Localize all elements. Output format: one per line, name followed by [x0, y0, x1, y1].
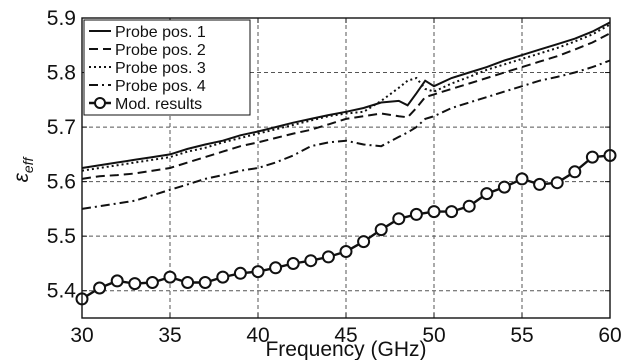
legend-box [83, 19, 251, 116]
data-point [568, 165, 582, 179]
legend-marker [94, 97, 106, 109]
x-tick-label: 55 [510, 324, 533, 347]
legend-label: Mod. results [115, 96, 202, 113]
legend-label: Probe pos. 4 [115, 78, 206, 95]
data-point [145, 276, 159, 289]
data-point [110, 274, 124, 288]
y-tick-label: 5.5 [47, 225, 76, 248]
data-point [198, 276, 212, 289]
legend-label: Probe pos. 2 [115, 42, 206, 59]
data-point [392, 212, 406, 226]
series-line [81, 23, 611, 172]
data-point [480, 187, 494, 201]
data-point [497, 180, 511, 194]
data-point [357, 235, 371, 249]
y-tick-label: 5.9 [47, 7, 76, 30]
series-line [81, 21, 611, 169]
data-point [374, 223, 388, 237]
ticks: 30 35 40 45 50 55 60 5.4 5.5 5.6 5.7 5.8 5.9 [47, 7, 622, 347]
y-tick-label: 5.8 [47, 62, 76, 85]
data-point [93, 281, 107, 295]
svg-text:εeff: εeff [10, 155, 36, 182]
y-tick-label: 5.7 [47, 116, 76, 139]
series-3 [81, 23, 611, 172]
data-point [251, 265, 265, 279]
data-point [286, 257, 300, 270]
data-point [269, 261, 283, 275]
data-point [181, 276, 195, 289]
y-axis-label: εeff [10, 155, 36, 182]
data-point [409, 207, 423, 221]
series-1 [81, 21, 611, 169]
x-tick-label: 60 [598, 324, 621, 347]
data-point [550, 176, 564, 190]
data-point [128, 277, 142, 291]
data-point [304, 254, 318, 268]
series-line [81, 59, 611, 210]
x-tick-label: 40 [246, 324, 269, 347]
x-axis-label: Frequency (GHz) [265, 338, 426, 360]
data-point [445, 205, 459, 219]
series-4 [81, 59, 611, 210]
x-tick-label: 30 [70, 324, 93, 347]
data-point [216, 270, 230, 284]
data-point [533, 177, 547, 191]
y-axis-label-sub: eff [20, 155, 36, 173]
data-point [585, 150, 599, 164]
data-point [339, 245, 353, 258]
data-point [163, 270, 177, 284]
data-point [515, 172, 529, 186]
legend-label: Probe pos. 3 [115, 60, 206, 77]
y-tick-label: 5.4 [47, 280, 77, 303]
data-point [233, 266, 247, 280]
x-tick-label: 50 [422, 324, 445, 347]
x-tick-label: 35 [158, 324, 181, 347]
y-axis-label-main: ε [10, 172, 33, 182]
y-tick-label: 5.6 [47, 171, 76, 194]
series-2 [81, 32, 611, 180]
data-point [427, 205, 441, 219]
data-point [462, 199, 476, 213]
legend-label: Probe pos. 1 [115, 24, 206, 41]
x-tick-label: 45 [334, 324, 357, 347]
series-line [81, 32, 611, 180]
data-point [321, 250, 335, 264]
series-group [75, 21, 617, 306]
